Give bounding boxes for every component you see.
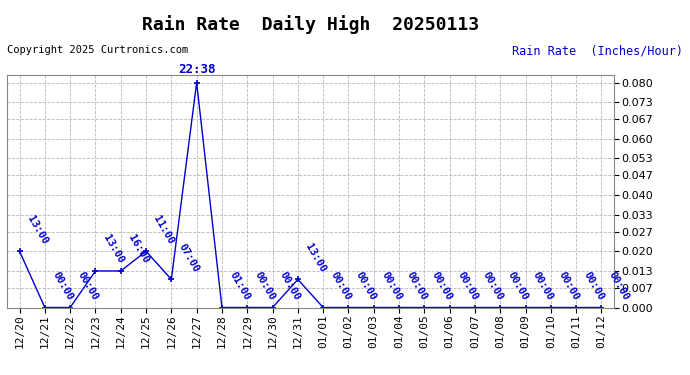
Text: 07:00: 07:00: [177, 242, 201, 274]
Text: 00:00: 00:00: [531, 270, 555, 302]
Text: 11:00: 11:00: [152, 214, 176, 246]
Text: 13:00: 13:00: [101, 233, 126, 266]
Text: 00:00: 00:00: [404, 270, 429, 302]
Text: Rain Rate  Daily High  20250113: Rain Rate Daily High 20250113: [142, 15, 479, 34]
Text: 00:00: 00:00: [582, 270, 606, 302]
Text: 01:00: 01:00: [228, 270, 252, 302]
Text: 00:00: 00:00: [430, 270, 454, 302]
Text: 22:38: 22:38: [178, 63, 215, 76]
Text: 13:00: 13:00: [25, 214, 50, 246]
Text: 00:00: 00:00: [506, 270, 530, 302]
Text: Copyright 2025 Curtronics.com: Copyright 2025 Curtronics.com: [7, 45, 188, 55]
Text: 00:00: 00:00: [455, 270, 480, 302]
Text: 00:00: 00:00: [556, 270, 581, 302]
Text: 13:00: 13:00: [304, 242, 328, 274]
Text: 00:00: 00:00: [253, 270, 277, 302]
Text: 00:00: 00:00: [354, 270, 378, 302]
Text: 00:00: 00:00: [76, 270, 100, 302]
Text: 00:00: 00:00: [278, 270, 302, 302]
Text: 00:00: 00:00: [50, 270, 75, 302]
Text: Rain Rate  (Inches/Hour): Rain Rate (Inches/Hour): [512, 45, 683, 58]
Text: 16:00: 16:00: [126, 233, 150, 266]
Text: 00:00: 00:00: [380, 270, 404, 302]
Text: 00:00: 00:00: [480, 270, 505, 302]
Text: 00:00: 00:00: [607, 270, 631, 302]
Text: 00:00: 00:00: [328, 270, 353, 302]
